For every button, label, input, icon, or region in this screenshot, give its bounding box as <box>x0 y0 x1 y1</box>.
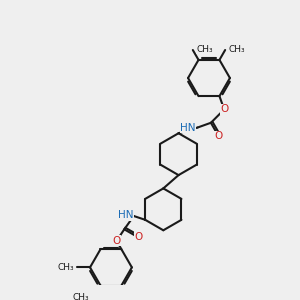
Text: O: O <box>134 232 143 242</box>
Text: CH₃: CH₃ <box>229 46 246 55</box>
Text: CH₃: CH₃ <box>57 263 74 272</box>
Text: O: O <box>214 131 223 141</box>
Text: HN: HN <box>180 122 196 133</box>
Text: O: O <box>220 104 228 115</box>
Text: O: O <box>112 236 121 246</box>
Text: CH₃: CH₃ <box>72 293 89 300</box>
Text: CH₃: CH₃ <box>196 44 213 53</box>
Text: HN: HN <box>118 210 134 220</box>
